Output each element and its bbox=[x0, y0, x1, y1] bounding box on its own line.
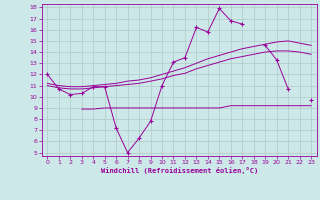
X-axis label: Windchill (Refroidissement éolien,°C): Windchill (Refroidissement éolien,°C) bbox=[100, 167, 258, 174]
